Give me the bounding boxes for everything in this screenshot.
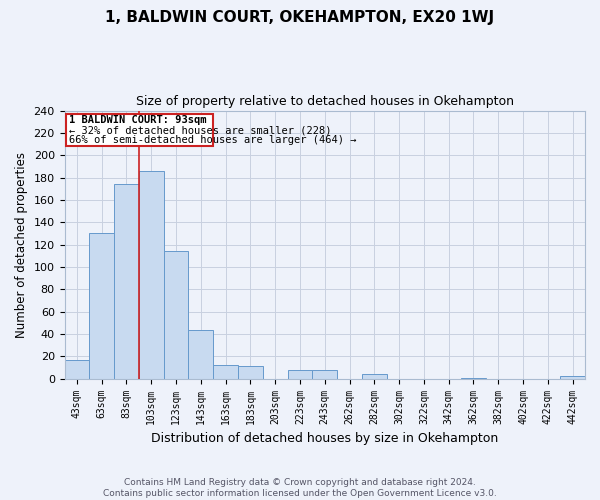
Bar: [164, 252, 188, 378]
Bar: [238, 366, 263, 378]
Text: 1, BALDWIN COURT, OKEHAMPTON, EX20 1WJ: 1, BALDWIN COURT, OKEHAMPTON, EX20 1WJ: [106, 10, 494, 25]
Text: Contains HM Land Registry data © Crown copyright and database right 2024.
Contai: Contains HM Land Registry data © Crown c…: [103, 478, 497, 498]
Text: ← 32% of detached houses are smaller (228): ← 32% of detached houses are smaller (22…: [70, 125, 332, 135]
Y-axis label: Number of detached properties: Number of detached properties: [15, 152, 28, 338]
Bar: [188, 330, 213, 378]
Bar: [287, 370, 313, 378]
Bar: [213, 366, 238, 378]
Bar: [362, 374, 387, 378]
Text: 1 BALDWIN COURT: 93sqm: 1 BALDWIN COURT: 93sqm: [70, 115, 207, 125]
Bar: [89, 234, 114, 378]
Text: 66% of semi-detached houses are larger (464) →: 66% of semi-detached houses are larger (…: [70, 135, 357, 145]
X-axis label: Distribution of detached houses by size in Okehampton: Distribution of detached houses by size …: [151, 432, 499, 445]
Bar: [66, 114, 213, 146]
Title: Size of property relative to detached houses in Okehampton: Size of property relative to detached ho…: [136, 95, 514, 108]
Bar: [114, 184, 139, 378]
Bar: [139, 171, 164, 378]
Bar: [560, 376, 585, 378]
Bar: [65, 360, 89, 378]
Bar: [313, 370, 337, 378]
